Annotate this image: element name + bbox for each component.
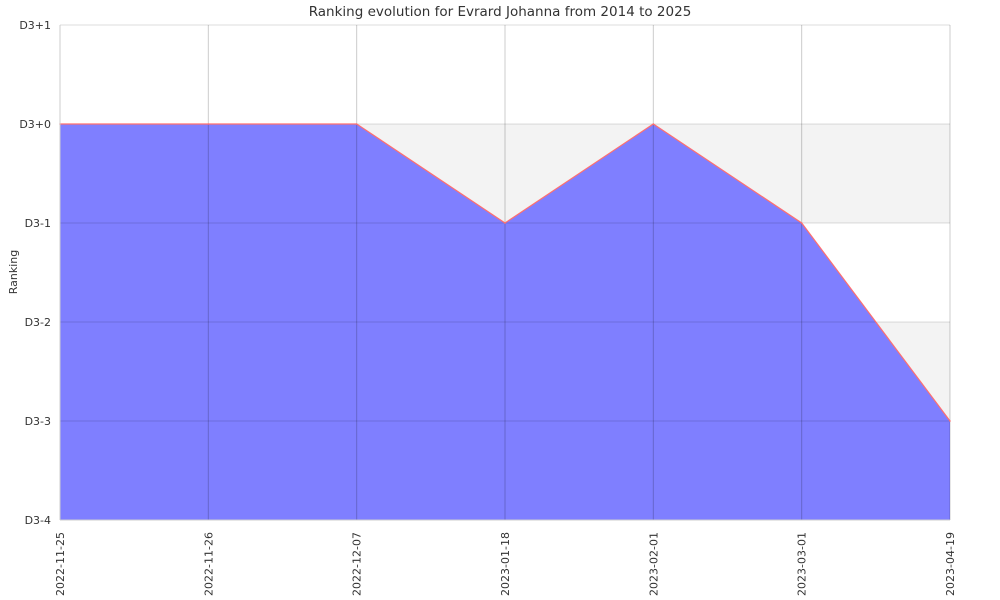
x-tick-label: 2022-11-26 — [202, 532, 215, 596]
axes — [59, 25, 950, 521]
data-point-3 — [504, 222, 506, 224]
data-point-6 — [949, 420, 951, 422]
y-tick-label: D3-4 — [25, 514, 51, 527]
x-tick-label: 2023-01-18 — [499, 532, 512, 596]
x-tick-label: 2022-12-07 — [351, 532, 364, 596]
x-tick-label: 2023-04-19 — [944, 532, 957, 596]
y-tick-label: D3-2 — [25, 316, 51, 329]
data-point-4 — [652, 123, 655, 125]
y-tick-labels: D3-4 D3-3 D3-2 D3-1 D3+0 D3+1 — [19, 19, 51, 527]
x-tick-label: 2023-03-01 — [796, 532, 809, 596]
data-point-2 — [355, 123, 358, 125]
y-tick-label: D3+0 — [19, 118, 51, 131]
y-tick-label: D3-1 — [25, 217, 51, 230]
y-tick-label: D3+1 — [19, 19, 51, 32]
x-tick-label: 2022-11-25 — [54, 532, 67, 596]
chart-title: Ranking evolution for Evrard Johanna fro… — [308, 4, 692, 20]
x-tick-label: 2023-02-01 — [647, 532, 660, 596]
y-axis-label: Ranking — [7, 250, 20, 295]
y-tick-label: D3-3 — [25, 415, 51, 428]
area-layer — [60, 124, 950, 520]
data-point-5 — [800, 222, 803, 224]
band-4 — [60, 25, 950, 124]
data-point-1 — [207, 123, 210, 125]
x-tick-labels: 2022-11-25 2022-11-26 2022-12-07 2023-01-18… — [54, 532, 957, 596]
series-area — [60, 124, 950, 520]
